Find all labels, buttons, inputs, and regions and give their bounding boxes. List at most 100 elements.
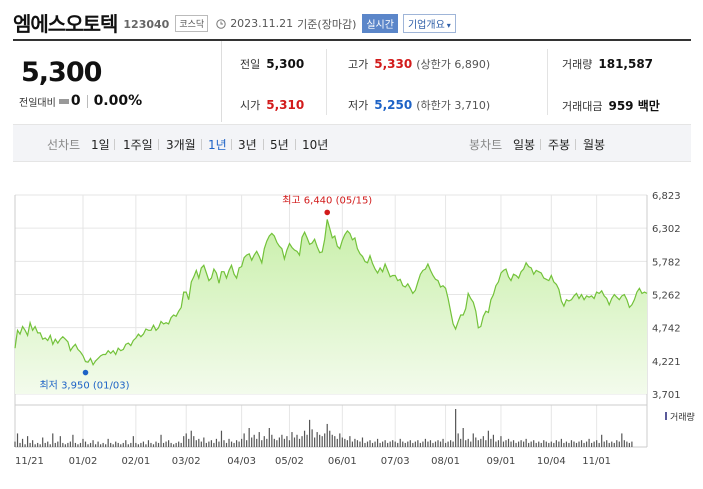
volume-bar: [185, 433, 187, 447]
candle-daily[interactable]: 일봉: [513, 138, 536, 152]
price-area-fill: [15, 219, 647, 394]
unchanged-icon: [58, 98, 69, 104]
volume-bar: [548, 442, 550, 447]
volume-legend-swatch: [665, 412, 667, 420]
period-3m[interactable]: 3개월: [166, 138, 196, 152]
volume-bar: [565, 441, 568, 447]
x-tick-label: 02/01: [121, 456, 150, 467]
volume-bar: [500, 436, 502, 447]
volume-value: 181,587: [598, 57, 654, 71]
volume-bar: [462, 428, 464, 447]
change-row: 전일대비 0 0.00%: [19, 93, 142, 109]
period-1w[interactable]: 1주일: [123, 138, 153, 152]
candle-weekly[interactable]: 주봉: [548, 138, 571, 152]
volume-bar: [37, 442, 39, 447]
volume-bar: [220, 430, 223, 447]
company-info-label: 기업개요: [407, 20, 445, 31]
divider: [158, 139, 159, 150]
volume-bar: [52, 433, 54, 447]
day-low: 저가 5,250 (하한가 3,710): [348, 97, 490, 113]
volume-bar: [382, 441, 384, 447]
volume-bar: [487, 430, 489, 447]
volume-bar: [618, 441, 620, 447]
volume-bar: [34, 444, 36, 447]
period-10y[interactable]: 10년: [302, 138, 329, 152]
volume-bar: [107, 438, 109, 447]
volume-bar: [283, 438, 286, 447]
volume: 거래량 181,587: [562, 56, 653, 72]
volume-bar: [376, 438, 379, 447]
volume-bar: [543, 440, 545, 447]
volume-bar: [477, 440, 479, 447]
trade-amount-value: 959 백만: [608, 99, 660, 113]
volume-bar: [248, 428, 250, 447]
volume-bar: [384, 440, 386, 447]
y-tick-label: 4,742: [652, 324, 681, 335]
volume-bar: [344, 438, 346, 447]
volume-bar: [296, 434, 298, 447]
volume-bar: [324, 433, 326, 447]
current-price: 5,300: [21, 57, 102, 88]
volume-bar: [319, 434, 321, 447]
volume-bar: [261, 440, 263, 447]
volume-bar: [147, 440, 150, 447]
volume-bar: [140, 442, 142, 447]
trade-amount: 거래대금 959 백만: [562, 97, 660, 114]
period-3y[interactable]: 3년: [238, 138, 257, 152]
period-bar: 선차트 1일 1주일 3개월 1년 3년 5년 10년 봉차트 일봉 주봉 월봉: [13, 124, 691, 162]
volume-bar: [195, 440, 197, 447]
volume-bar: [256, 438, 258, 447]
volume-bar: [306, 434, 308, 447]
min-price-label: 최저 3,950 (01/03): [39, 380, 129, 392]
volume-bar: [183, 436, 185, 447]
period-1d[interactable]: 1일: [91, 138, 110, 152]
market-badge: 코스닥: [175, 15, 209, 32]
volume-bar: [366, 441, 369, 447]
volume-bar: [427, 441, 429, 447]
x-tick-label: 11/21: [15, 456, 44, 467]
volume-bar: [465, 440, 467, 447]
volume-bar: [298, 438, 301, 447]
volume-bar: [414, 441, 416, 447]
x-tick-label: 05/02: [275, 456, 304, 467]
volume-bar: [560, 438, 562, 447]
period-5y[interactable]: 5년: [270, 138, 289, 152]
volume-bar: [611, 441, 613, 447]
period-1y[interactable]: 1년: [208, 138, 227, 152]
volume-bar: [115, 441, 117, 447]
volume-bar: [42, 437, 44, 447]
volume-bar: [49, 444, 51, 447]
volume-bar: [422, 441, 424, 447]
volume-bar: [132, 436, 134, 447]
volume-bar: [429, 440, 432, 447]
prev-close: 전일 5,300: [240, 56, 304, 72]
volume-bar: [246, 440, 248, 447]
realtime-button[interactable]: 실시간: [362, 14, 398, 33]
volume-bar: [180, 442, 182, 447]
volume-bar: [293, 437, 296, 447]
day-low-label: 저가: [348, 99, 369, 112]
volume-bar: [19, 442, 21, 447]
day-low-value: 5,250: [374, 98, 413, 112]
candle-monthly[interactable]: 월봉: [583, 138, 606, 152]
volume-bar: [608, 442, 610, 447]
change-label: 전일대비: [19, 97, 56, 109]
volume-bar: [150, 442, 152, 447]
price-chart[interactable]: 6,823 6,302 5,782 5,262 4,742 4,221 3,701 최고 6…: [0, 170, 703, 489]
volume-bar: [417, 440, 419, 447]
divider: [540, 139, 541, 150]
volume-bar: [157, 442, 160, 447]
volume-bar: [545, 441, 547, 447]
volume-bar: [588, 438, 590, 447]
volume-bar: [110, 442, 112, 447]
volume-bar: [67, 442, 69, 447]
day-high-value: 5,330: [374, 57, 413, 71]
volume-bar: [155, 441, 157, 447]
company-info-button[interactable]: 기업개요 ▾: [402, 14, 456, 33]
x-tick-label: 03/02: [172, 456, 201, 467]
volume-bar: [94, 444, 97, 447]
volume-bar: [424, 438, 427, 447]
volume-bar: [593, 441, 595, 447]
volume-bar: [397, 442, 399, 447]
quote-basis: 기준(장마감): [297, 17, 357, 31]
